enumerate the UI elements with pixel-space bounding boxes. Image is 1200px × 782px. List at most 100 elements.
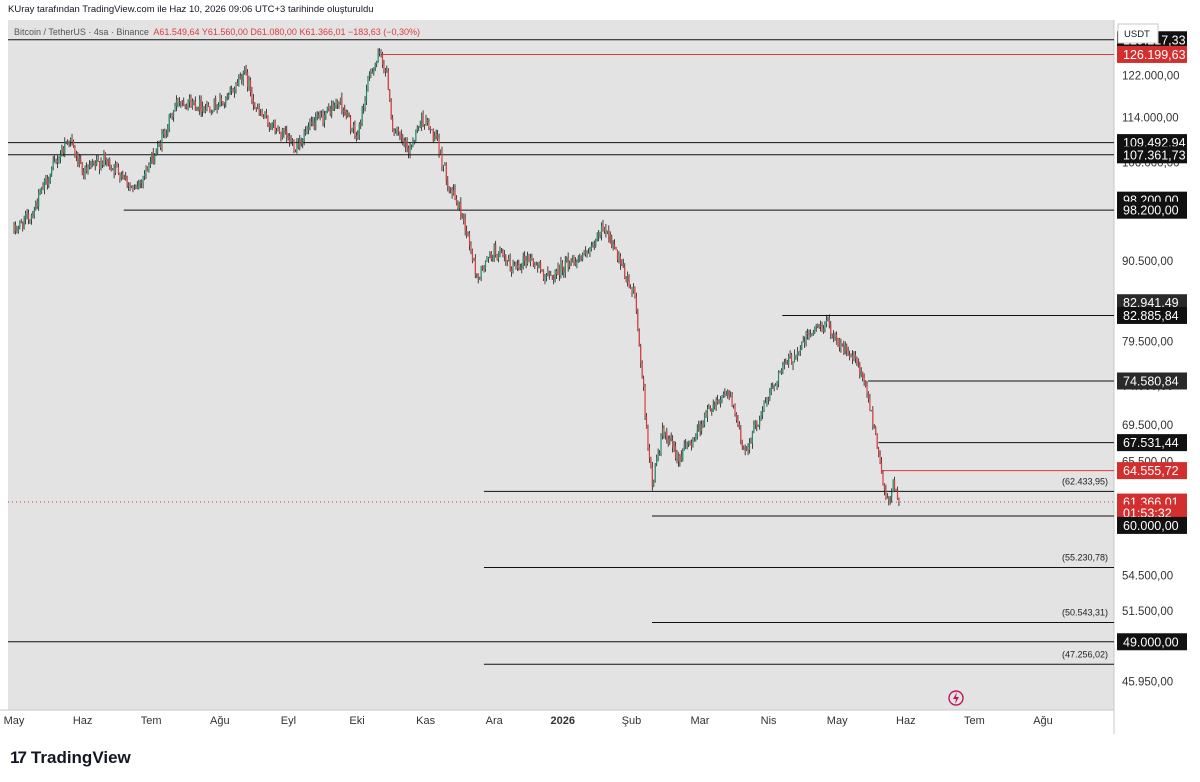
candle-body bbox=[629, 287, 632, 288]
candle-body bbox=[864, 380, 867, 387]
candle-body bbox=[545, 275, 548, 277]
candle-body bbox=[564, 261, 566, 273]
candle-body bbox=[857, 362, 859, 365]
candle-body bbox=[653, 481, 655, 486]
time-tick-label: Haz bbox=[896, 715, 916, 727]
candle-body bbox=[676, 452, 678, 459]
candle-body bbox=[624, 267, 626, 279]
candle-body bbox=[307, 126, 310, 131]
candle-body bbox=[748, 442, 751, 451]
time-tick-label: Ara bbox=[486, 715, 504, 727]
candle-body bbox=[165, 134, 167, 136]
candle-body bbox=[88, 164, 91, 168]
candle-body bbox=[265, 113, 268, 116]
candle-body bbox=[204, 109, 207, 112]
candle-body bbox=[360, 123, 362, 126]
candle-body bbox=[804, 341, 806, 343]
time-tick-label: Şub bbox=[622, 715, 642, 727]
candle-body bbox=[193, 100, 195, 102]
candle-body bbox=[110, 168, 112, 171]
candle-body bbox=[109, 159, 111, 169]
time-tick-label: Eyl bbox=[281, 715, 296, 727]
candle-body bbox=[260, 112, 262, 114]
candle-body bbox=[426, 119, 429, 124]
candle-body bbox=[87, 167, 89, 172]
candle-body bbox=[757, 425, 759, 427]
candle-body bbox=[387, 70, 389, 90]
candle-body bbox=[290, 140, 292, 143]
open-value: A61.549,64 bbox=[153, 27, 200, 37]
candle-body bbox=[74, 147, 76, 156]
candle-body bbox=[466, 230, 468, 236]
candle-body bbox=[512, 264, 514, 273]
candle-body bbox=[418, 126, 420, 127]
price-axis-label-box bbox=[1117, 434, 1187, 452]
candle-body bbox=[155, 152, 157, 156]
candle-body bbox=[799, 349, 801, 352]
candle-body bbox=[895, 489, 897, 491]
candle-body bbox=[378, 51, 381, 54]
candle-body bbox=[341, 97, 343, 112]
candle-body bbox=[267, 115, 269, 124]
candle-body bbox=[603, 227, 606, 232]
candle-body bbox=[167, 128, 169, 135]
candle-body bbox=[490, 252, 492, 260]
candle-body bbox=[470, 245, 472, 250]
candle-body bbox=[222, 101, 224, 105]
candle-body bbox=[17, 227, 19, 232]
candle-body bbox=[605, 227, 607, 233]
price-tick-label: 90.500,00 bbox=[1122, 256, 1173, 268]
candle-body bbox=[177, 99, 179, 103]
candle-body bbox=[650, 458, 652, 468]
candle-body bbox=[225, 97, 227, 103]
candle-body bbox=[310, 121, 312, 124]
time-tick-label: Ağu bbox=[210, 715, 230, 727]
candle-body bbox=[191, 100, 194, 108]
candle-body bbox=[65, 142, 67, 143]
candle-body bbox=[612, 244, 614, 248]
candle-body bbox=[138, 183, 140, 189]
low-value: D61.080,00 bbox=[250, 27, 297, 37]
price-axis-label: 82.885,84 bbox=[1123, 309, 1179, 323]
candle-body bbox=[666, 431, 668, 440]
candle-body bbox=[689, 441, 691, 443]
candle-body bbox=[299, 140, 301, 148]
candle-body bbox=[891, 492, 893, 498]
price-axis-label: 60.000,00 bbox=[1123, 519, 1179, 533]
candle-body bbox=[448, 186, 450, 191]
candle-body bbox=[54, 160, 56, 162]
brand-name: TradingView bbox=[30, 748, 131, 767]
candle-body bbox=[644, 386, 646, 417]
lightning-icon bbox=[948, 690, 964, 706]
candle-body bbox=[58, 158, 60, 163]
candle-body bbox=[322, 113, 324, 123]
candle-body bbox=[304, 131, 307, 134]
candle-body bbox=[766, 398, 768, 404]
candle-body bbox=[161, 134, 163, 148]
candle-body bbox=[435, 134, 437, 136]
candle-body bbox=[519, 267, 521, 269]
candle-body bbox=[592, 246, 594, 248]
candle-body bbox=[727, 391, 729, 396]
candle-body bbox=[483, 268, 485, 270]
candle-body bbox=[496, 255, 498, 260]
candle-body bbox=[661, 427, 664, 437]
candle-body bbox=[557, 264, 559, 275]
candle-body bbox=[535, 264, 537, 266]
candle-body bbox=[721, 396, 723, 400]
candle-body bbox=[223, 102, 225, 105]
candle-body bbox=[658, 453, 661, 454]
candle-body bbox=[824, 323, 826, 329]
price-tick-label: 122.000,00 bbox=[1122, 70, 1180, 82]
candle-body bbox=[561, 262, 563, 270]
candle-body bbox=[706, 408, 709, 418]
candle-body bbox=[315, 117, 317, 130]
candle-body bbox=[232, 88, 234, 93]
candle-body bbox=[13, 224, 15, 231]
candle-body bbox=[20, 221, 22, 223]
candle-body bbox=[69, 138, 72, 142]
level-annotation-label: (50.543,31) bbox=[1062, 608, 1108, 618]
candle-body bbox=[383, 64, 385, 70]
candle-body bbox=[499, 251, 501, 253]
